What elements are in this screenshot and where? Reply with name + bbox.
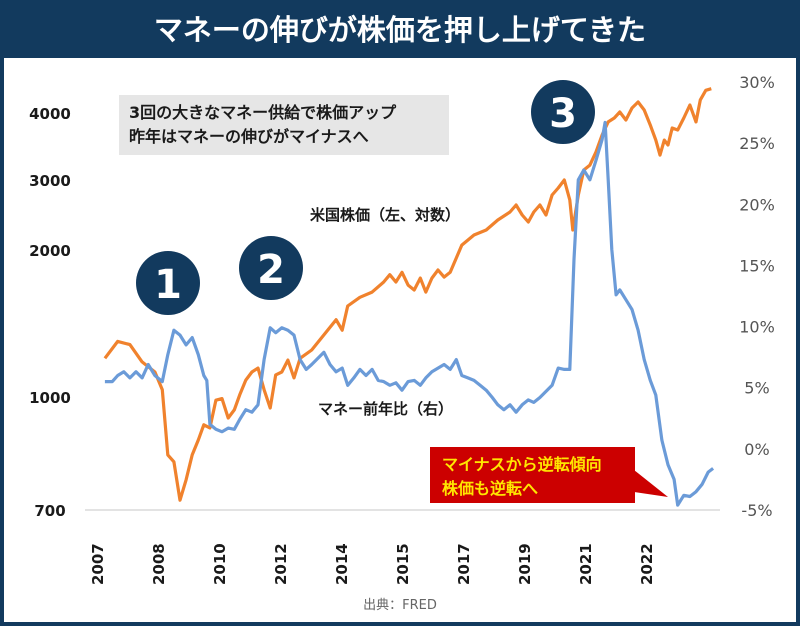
x-tick-label: 2010: [211, 543, 229, 585]
note-line-2: 昨年はマネーの伸びがマイナスへ: [129, 127, 369, 146]
stock-price-line: [103, 87, 712, 502]
note-line-1: 3回の大きなマネー供給で株価アップ: [129, 103, 397, 122]
left-axis-ticks: 700 1000 2000 3000 4000: [29, 105, 71, 520]
x-tick-label: 2019: [516, 543, 534, 585]
callout-line-2: 株価も逆転へ: [442, 479, 538, 498]
callout-line-1: マイナスから逆転傾向: [442, 455, 602, 474]
x-tick-label: 2021: [577, 543, 595, 585]
marker-2-label: 2: [257, 247, 285, 293]
x-tick-label: 2008: [150, 543, 168, 585]
callout: マイナスから逆転傾向 株価も逆転へ: [430, 447, 668, 503]
x-tick-label: 2015: [394, 543, 412, 585]
x-tick-label: 2012: [272, 543, 290, 585]
source-note: 出典：FRED: [363, 598, 437, 613]
left-tick-label: 3000: [29, 172, 71, 190]
x-tick-label: 2017: [455, 543, 473, 585]
marker-3: 3: [531, 80, 595, 144]
right-tick-label: 0%: [744, 440, 769, 459]
title-bar: [0, 0, 800, 58]
x-tick-label: 2007: [89, 543, 107, 585]
callout-box: [430, 447, 635, 503]
note-box: [119, 95, 449, 155]
chart-title: マネーの伸びが株価を押し上げてきた: [154, 13, 646, 47]
money-growth-line: [104, 120, 715, 507]
money-series-label: マネー前年比（右）: [318, 400, 453, 418]
x-axis-ticks: 2007 2008 2010 2012 2014 2015 2017 2019 2021 2022: [89, 543, 656, 585]
x-tick-label: 2014: [333, 543, 351, 585]
marker-3-label: 3: [549, 91, 577, 137]
marker-1: 1: [136, 251, 200, 315]
right-tick-label: 20%: [739, 195, 775, 214]
stock-series-label: 米国株価（左、対数）: [310, 206, 460, 224]
left-tick-label: 4000: [29, 105, 71, 123]
right-tick-label: 15%: [739, 256, 775, 275]
right-tick-label: -5%: [741, 501, 772, 520]
callout-pointer: [634, 470, 668, 497]
marker-2: 2: [239, 236, 303, 300]
left-tick-label: 700: [34, 502, 65, 520]
x-tick-label: 2022: [638, 543, 656, 585]
right-axis-ticks: -5% 0% 5% 10% 15% 20% 25% 30%: [739, 73, 775, 520]
marker-1-label: 1: [154, 262, 182, 308]
right-tick-label: 25%: [739, 134, 775, 153]
left-tick-label: 1000: [29, 389, 71, 407]
right-tick-label: 5%: [744, 379, 769, 398]
left-tick-label: 2000: [29, 242, 71, 260]
right-tick-label: 30%: [739, 73, 775, 92]
right-tick-label: 10%: [739, 318, 775, 337]
series-lines: [103, 87, 715, 507]
